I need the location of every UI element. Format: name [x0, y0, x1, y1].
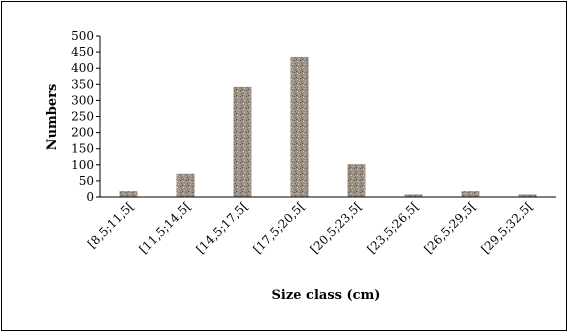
- x-axis-title: Size class (cm): [272, 288, 381, 303]
- y-tick-label: 350: [71, 77, 94, 91]
- y-tick-label: 50: [79, 174, 94, 188]
- x-tick-label: [26,5;29,5[: [421, 199, 478, 256]
- y-tick-label: 200: [71, 126, 94, 140]
- bar: [347, 164, 366, 197]
- bar: [119, 191, 138, 197]
- y-tick-label: 450: [71, 45, 94, 59]
- x-tick-label: [23,5;26,5[: [364, 199, 421, 256]
- y-tick-label: 250: [71, 110, 94, 124]
- bar: [518, 194, 537, 197]
- y-tick-label: 500: [71, 29, 94, 43]
- y-tick-label: 150: [71, 142, 94, 156]
- y-axis-title: Numbers: [45, 84, 60, 151]
- bar: [404, 194, 423, 197]
- x-tick-label: [17,5;20,5[: [250, 199, 307, 256]
- x-tick-label: [20,5;23,5[: [307, 199, 364, 256]
- bar: [461, 191, 480, 197]
- bar: [233, 86, 252, 197]
- bar: [176, 173, 195, 197]
- x-tick-label: [14,5;17,5[: [193, 199, 250, 256]
- y-tick-label: 300: [71, 93, 94, 107]
- x-tick-label: [11,5;14,5[: [136, 199, 193, 256]
- y-tick-label: 400: [71, 61, 94, 75]
- bar: [290, 56, 309, 198]
- y-tick-label: 100: [71, 158, 94, 172]
- y-tick-label: 0: [86, 190, 94, 204]
- x-tick-label: [29,5;32,5[: [478, 199, 535, 256]
- x-tick-label: [8,5;11,5[: [85, 199, 137, 251]
